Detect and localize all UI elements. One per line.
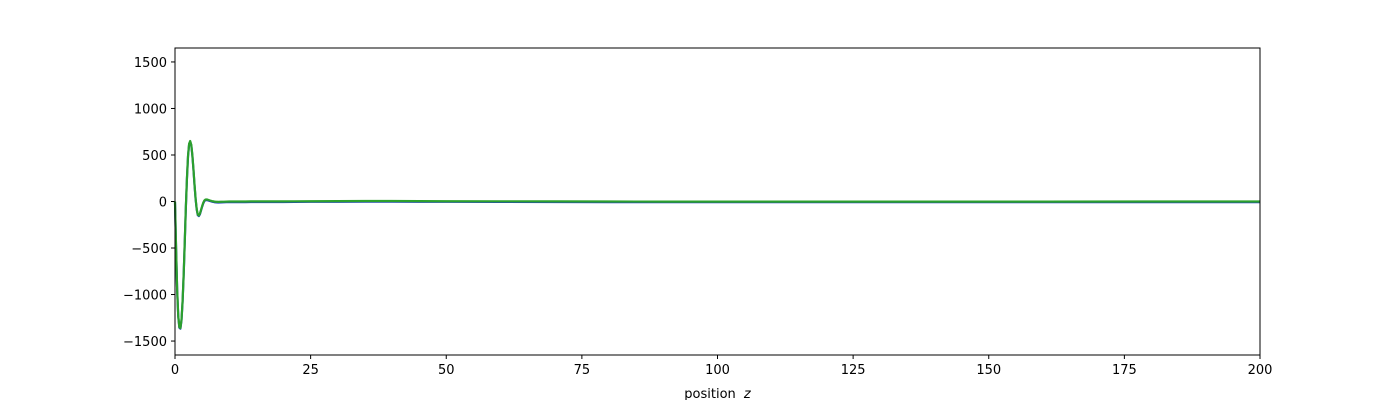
y-tick-label: −500: [131, 242, 167, 257]
y-tick-label: 0: [159, 196, 167, 211]
y-axis-ticks: −1500 −1000 −500 0 500 1000 1500: [123, 56, 175, 350]
y-tick-label: 1500: [134, 56, 167, 71]
x-tick-label: 200: [1248, 363, 1273, 378]
x-tick-label: 125: [841, 363, 866, 378]
x-axis-label-variable: z: [743, 387, 752, 400]
y-tick-label: −1000: [123, 289, 167, 304]
x-axis-ticks: 0 25 50 75 100 125 150 175 200: [171, 355, 1273, 378]
x-tick-label: 175: [1112, 363, 1137, 378]
x-tick-label: 150: [976, 363, 1001, 378]
data-line: [173, 139, 1260, 330]
y-tick-label: 1000: [134, 102, 167, 117]
data-line-underlay: [173, 140, 1260, 330]
y-tick-label: 500: [142, 149, 167, 164]
x-tick-label: 100: [705, 363, 730, 378]
y-tick-label: −1500: [123, 335, 167, 350]
plot-area-frame: [174, 47, 1261, 356]
x-axis-label-text: position: [684, 387, 736, 400]
x-tick-label: 50: [438, 363, 455, 378]
x-tick-label: 0: [171, 363, 179, 378]
x-tick-label: 75: [574, 363, 591, 378]
x-tick-label: 25: [302, 363, 319, 378]
x-axis-label: position z: [684, 387, 752, 400]
